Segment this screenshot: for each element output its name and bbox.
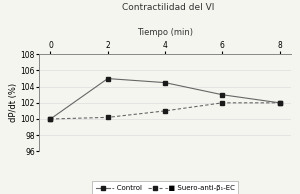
Y-axis label: dP/dt (%): dP/dt (%) bbox=[9, 83, 18, 122]
Title: Tiempo (min): Tiempo (min) bbox=[137, 28, 193, 37]
Legend: - Control, –■ Suero-anti-β₁-EC: - Control, –■ Suero-anti-β₁-EC bbox=[92, 181, 238, 194]
Text: Contractilidad del VI: Contractilidad del VI bbox=[122, 3, 214, 12]
